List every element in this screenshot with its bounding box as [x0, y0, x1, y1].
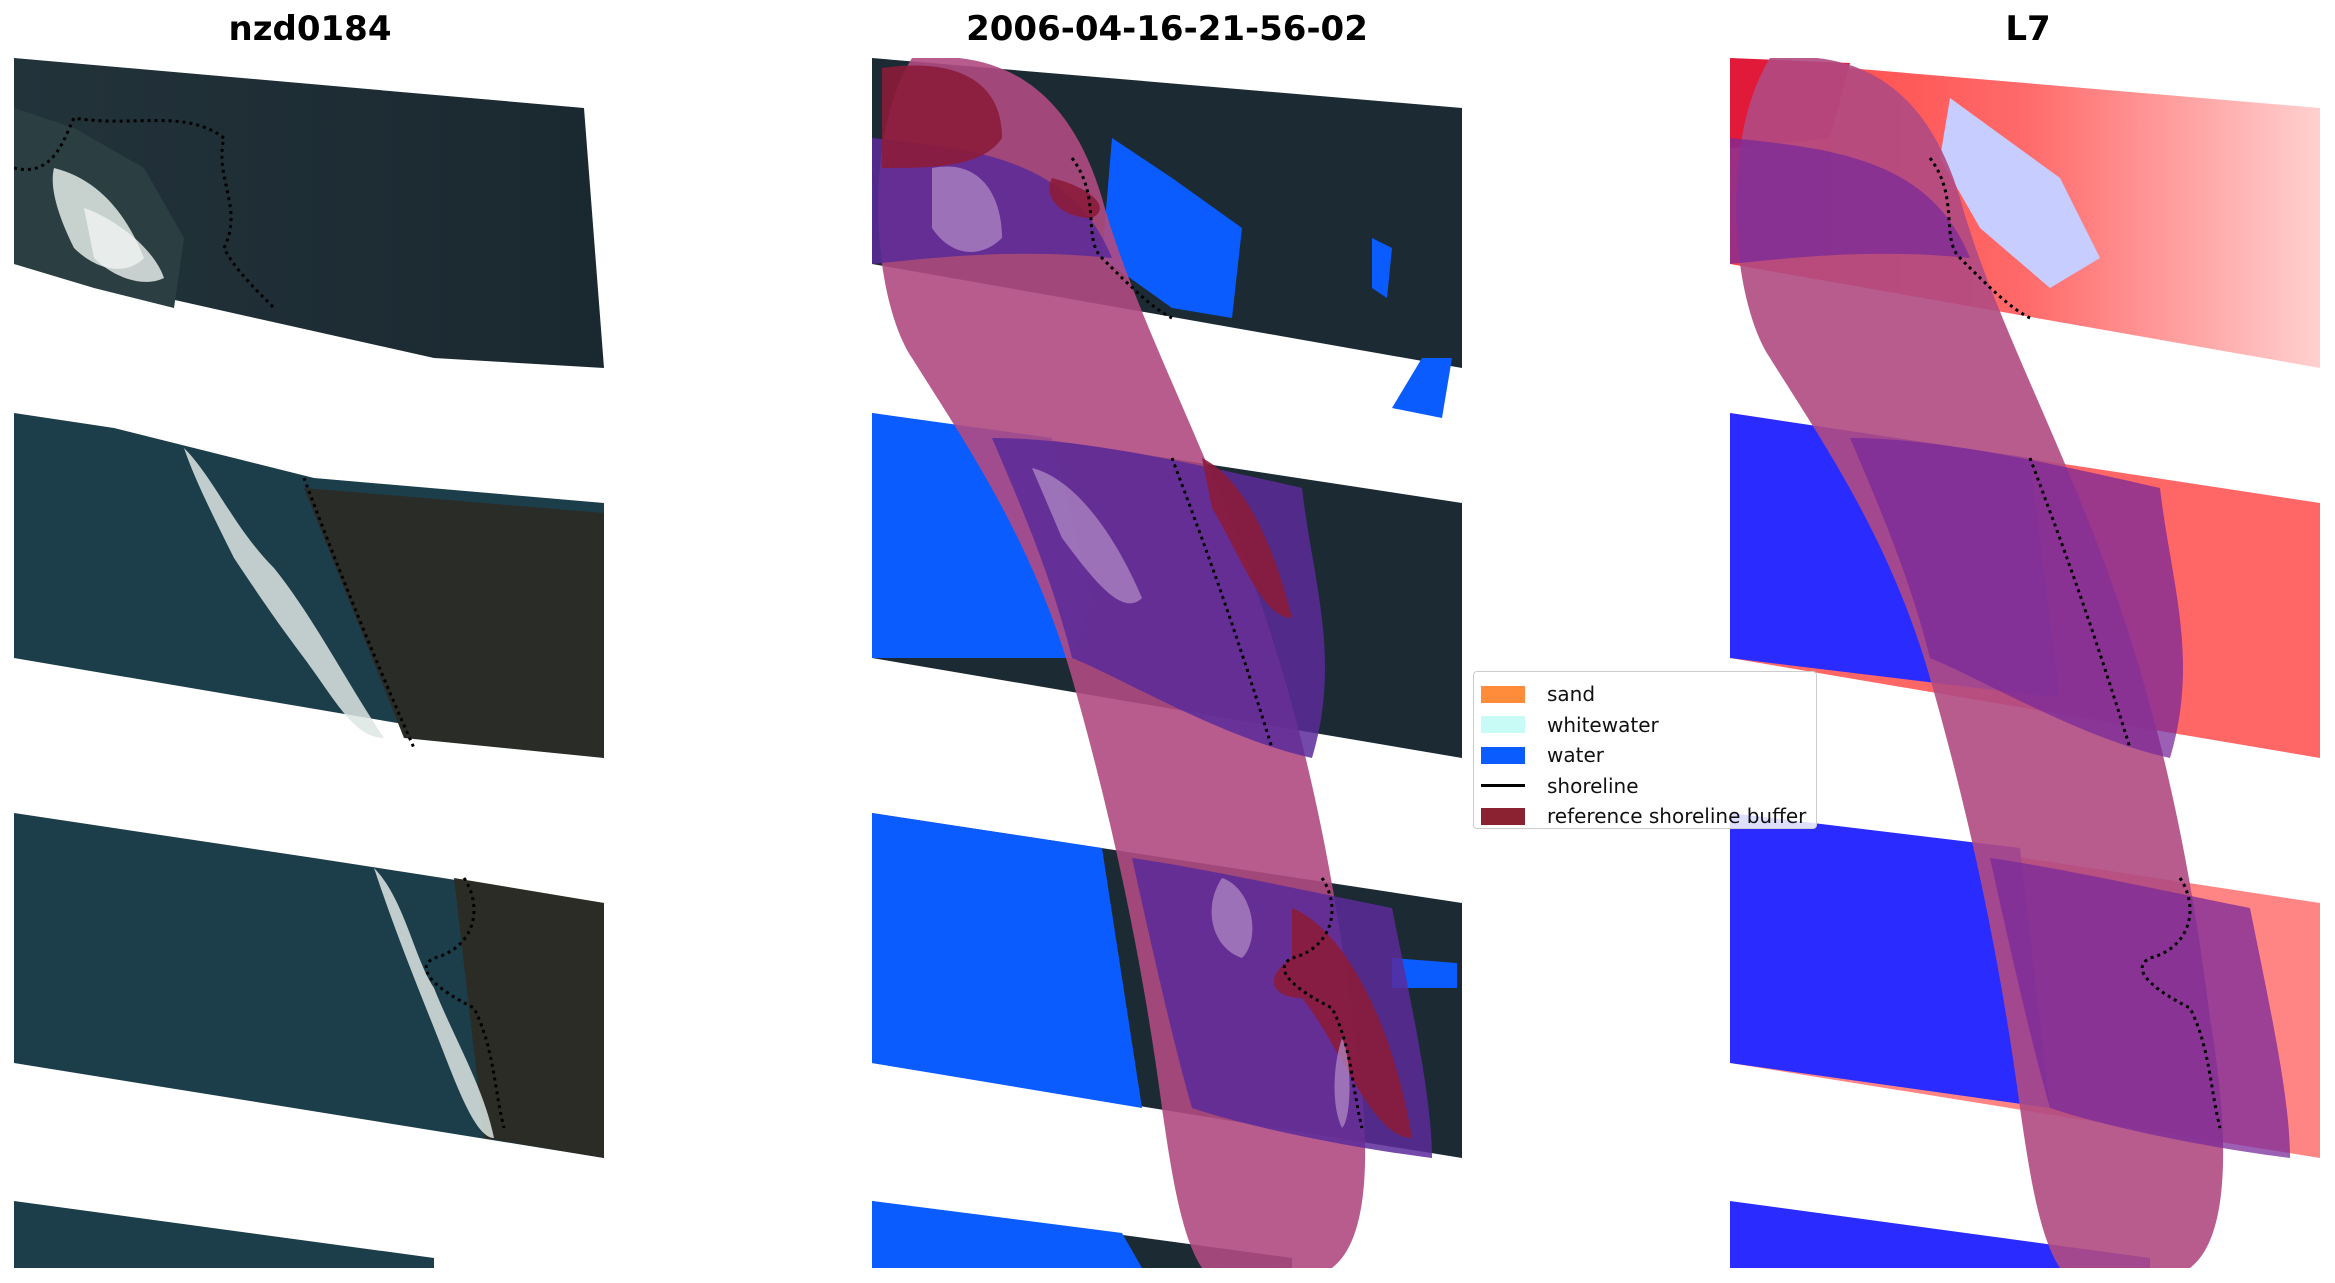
image-strip-1: [14, 58, 604, 368]
panel-title-index: L7: [2005, 9, 2051, 49]
image-strip-3: [14, 813, 604, 1158]
reference-shoreline-buffer: [872, 58, 1432, 1268]
legend-swatch-water: [1481, 746, 1525, 764]
legend-label-whitewater: whitewater: [1547, 712, 1659, 737]
image-strip-2: [14, 413, 604, 758]
rgb-image-panel: [14, 58, 614, 1268]
legend-label-sand: sand: [1547, 682, 1596, 707]
legend: sand whitewater water shoreline referenc…: [1473, 671, 1817, 829]
legend-item-shoreline: shoreline: [1481, 771, 1816, 802]
image-strip-4: [14, 1201, 434, 1268]
panel-title-classification: 2006-04-16-21-56-02: [966, 9, 1368, 49]
index-image: [1730, 58, 2320, 1268]
panel-title-rgb: nzd0184: [228, 9, 392, 49]
legend-swatch-whitewater: [1481, 716, 1525, 734]
legend-swatch-sand: [1481, 685, 1525, 703]
legend-item-reference-shoreline-buffer: reference shoreline buffer: [1481, 801, 1816, 832]
legend-item-water: water: [1481, 740, 1816, 771]
index-panel: [1730, 58, 2330, 1268]
legend-label-water: water: [1547, 743, 1604, 768]
legend-swatch-buffer: [1481, 807, 1525, 825]
classification-panel: [872, 58, 1472, 1268]
legend-label-shoreline: shoreline: [1547, 773, 1639, 798]
rgb-image: [14, 58, 604, 1268]
legend-label-buffer: reference shoreline buffer: [1547, 804, 1807, 829]
legend-line-shoreline: [1481, 784, 1525, 788]
legend-item-sand: sand: [1481, 679, 1816, 710]
legend-item-whitewater: whitewater: [1481, 710, 1816, 741]
classified-image: [872, 58, 1462, 1268]
